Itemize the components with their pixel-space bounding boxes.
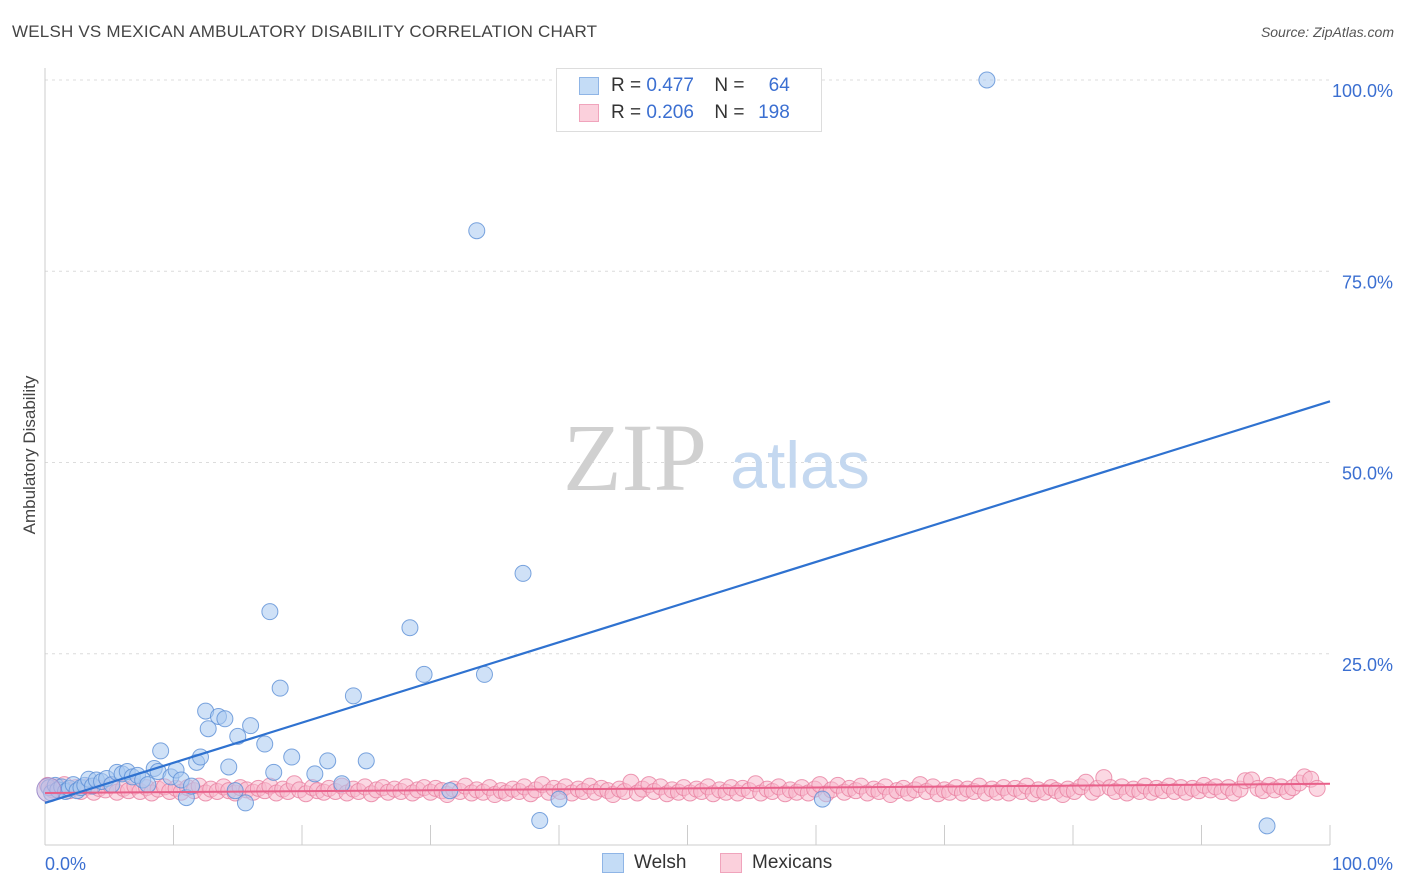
source-label: Source: ZipAtlas.com: [1260, 24, 1394, 40]
welsh-point[interactable]: [199, 720, 217, 738]
welsh-point[interactable]: [236, 794, 254, 812]
welsh-point[interactable]: [468, 222, 486, 240]
grid-lines: [45, 79, 1330, 655]
welsh-point[interactable]: [256, 735, 274, 753]
correlation-legend: R = 0.477 N = 64 R = 0.206 N = 198: [556, 68, 822, 132]
welsh-point[interactable]: [531, 812, 549, 830]
welsh-point[interactable]: [306, 765, 324, 783]
y-tick-label: 75.0%: [1342, 272, 1393, 292]
x-tick-label: 0.0%: [45, 854, 86, 874]
trend-lines: [44, 400, 1331, 804]
y-tick-label: 25.0%: [1342, 655, 1393, 675]
legend-row-mexicans: R = 0.206 N = 198: [579, 101, 790, 125]
welsh-point[interactable]: [242, 717, 260, 735]
welsh-point[interactable]: [216, 710, 234, 728]
welsh-point[interactable]: [139, 776, 157, 794]
series-legend: Welsh Mexicans: [0, 852, 1406, 878]
legend-swatch-mexicans: [720, 853, 742, 873]
legend-r-label: R =: [611, 102, 642, 123]
points-layer: [36, 71, 1326, 835]
watermark-atlas: atlas: [730, 428, 869, 502]
chart-title: WELSH VS MEXICAN AMBULATORY DISABILITY C…: [12, 22, 598, 41]
welsh-point[interactable]: [514, 564, 532, 582]
legend-label-welsh: Welsh: [634, 852, 687, 873]
welsh-point[interactable]: [319, 752, 337, 770]
welsh-point[interactable]: [220, 758, 238, 776]
y-tick-label: 100.0%: [1332, 81, 1393, 101]
legend-swatch-mexicans: [579, 104, 599, 122]
legend-swatch-welsh: [579, 77, 599, 95]
legend-n-value: 64: [768, 75, 790, 96]
welsh-point[interactable]: [1258, 817, 1276, 835]
welsh-point[interactable]: [261, 603, 279, 621]
welsh-point[interactable]: [182, 777, 200, 795]
axes: [44, 68, 1331, 846]
watermark-zip: ZIP: [563, 404, 707, 511]
mexicans-point[interactable]: [1308, 779, 1326, 797]
tick-labels: 25.0% 50.0% 75.0% 100.0% 0.0% 100.0%: [45, 81, 1393, 874]
welsh-point[interactable]: [265, 763, 283, 781]
watermark: ZIP atlas: [563, 404, 870, 511]
welsh-point[interactable]: [475, 665, 493, 683]
x-tick-label: 100.0%: [1332, 854, 1393, 874]
welsh-point[interactable]: [357, 752, 375, 770]
welsh-point[interactable]: [333, 775, 351, 793]
welsh-point[interactable]: [415, 665, 433, 683]
welsh-point[interactable]: [152, 742, 170, 760]
welsh-point[interactable]: [401, 619, 419, 637]
welsh-point[interactable]: [271, 679, 289, 697]
legend-swatch-welsh: [602, 853, 624, 873]
welsh-point[interactable]: [283, 748, 301, 766]
y-axis-label: Ambulatory Disability: [20, 375, 39, 535]
legend-r-label: R =: [611, 75, 642, 96]
legend-item-mexicans[interactable]: Mexicans: [720, 852, 832, 874]
welsh-point[interactable]: [978, 71, 996, 89]
welsh-trend-line: [44, 400, 1331, 804]
legend-label-mexicans: Mexicans: [752, 852, 833, 873]
welsh-point[interactable]: [344, 687, 362, 705]
y-tick-label: 50.0%: [1342, 464, 1393, 484]
legend-row-welsh: R = 0.477 N = 64: [579, 74, 790, 98]
legend-n-value: 198: [758, 102, 790, 123]
legend-r-value: 0.206: [646, 102, 694, 123]
mexicans-trend-line: [44, 782, 1331, 794]
legend-n-label: N =: [714, 102, 745, 123]
legend-r-value: 0.477: [646, 75, 694, 96]
legend-n-label: N =: [714, 75, 745, 96]
legend-item-welsh[interactable]: Welsh: [602, 852, 686, 874]
welsh-point[interactable]: [813, 790, 831, 808]
welsh-point[interactable]: [550, 790, 568, 808]
